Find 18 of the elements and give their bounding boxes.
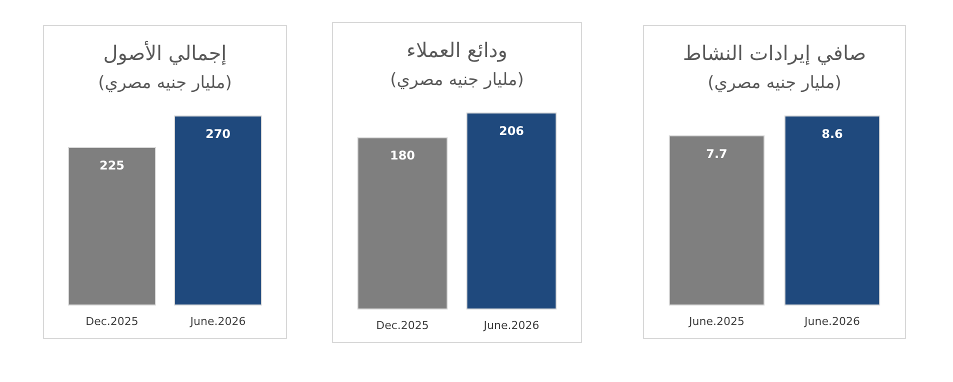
data-label: 8.6 xyxy=(822,127,843,141)
chart-subtitle: (مليار جنيه مصري) xyxy=(708,73,842,93)
data-label: 180 xyxy=(390,148,416,163)
chart-title: صافي إيرادات النشاط xyxy=(682,41,866,65)
x-tick-label: Dec.2025 xyxy=(376,319,429,332)
data-label: 7.7 xyxy=(706,146,728,161)
chart-subtitle: (مليار جنيه مصري) xyxy=(390,70,524,90)
chart-title: إجمالي الأصول xyxy=(103,40,227,65)
data-label: 206 xyxy=(498,124,524,138)
data-label: 270 xyxy=(205,127,231,141)
x-tick-label: June.2026 xyxy=(482,319,540,332)
x-tick-label: June.2025 xyxy=(688,315,744,328)
x-tick-label: June.2026 xyxy=(189,315,246,328)
chart-subtitle: (مليار جنيه مصري) xyxy=(98,73,232,93)
x-tick-label: June.2026 xyxy=(804,315,860,328)
chart-title: ودائع العملاء xyxy=(406,38,508,62)
data-label: 225 xyxy=(99,158,125,172)
x-tick-label: Dec.2025 xyxy=(86,315,138,328)
